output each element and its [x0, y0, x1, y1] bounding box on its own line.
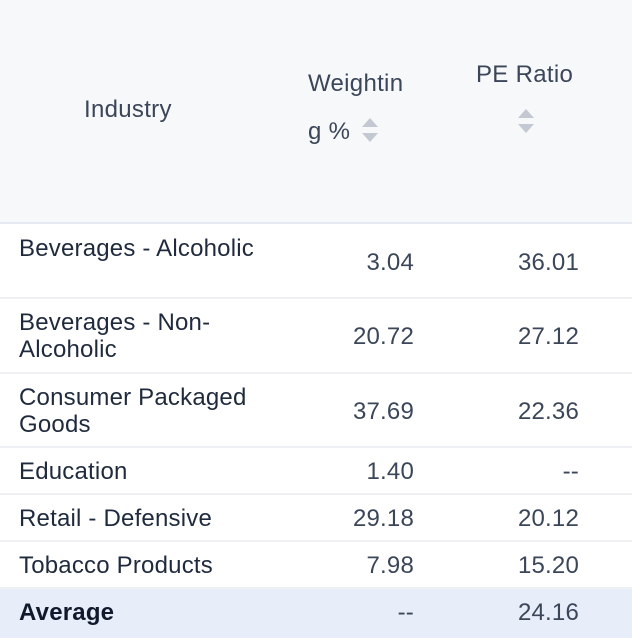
industry-cell: Tobacco Products: [19, 552, 213, 579]
weighting-cell: 1.40: [366, 458, 414, 485]
weighting-cell: 3.04: [366, 249, 414, 276]
pe-ratio-cell: 27.12: [517, 323, 579, 350]
average-label: Average: [19, 599, 115, 626]
column-header-weighting-label-line2: g %: [308, 118, 351, 145]
pe-ratio-cell: 36.01: [517, 249, 579, 276]
industry-cell: Beverages - Alcoholic: [19, 235, 254, 262]
pe-ratio-cell: 20.12: [517, 505, 579, 532]
table-row: Retail - Defensive 29.18 20.12: [0, 495, 632, 542]
column-header-industry[interactable]: Industry: [84, 96, 172, 124]
column-header-pe-ratio-label: PE Ratio: [476, 61, 574, 88]
average-row: Average -- 24.16: [0, 589, 632, 638]
average-weighting-cell: --: [397, 599, 414, 626]
industry-cell: Retail - Defensive: [19, 505, 213, 532]
column-header-pe-ratio[interactable]: PE Ratio: [476, 60, 596, 136]
table-row: Consumer Packaged Goods 37.69 22.36: [0, 374, 632, 448]
industry-cell: Consumer Packaged Goods: [19, 384, 247, 438]
weighting-cell: 7.98: [366, 552, 414, 579]
sort-icon[interactable]: [516, 106, 536, 136]
table-header: Industry Weightin g % PE Ratio: [0, 0, 632, 224]
pe-ratio-cell: 22.36: [517, 398, 579, 425]
table-row: Tobacco Products 7.98 15.20: [0, 542, 632, 589]
weighting-cell: 20.72: [352, 323, 414, 350]
column-header-weighting-label-line1: Weightin: [308, 70, 404, 97]
weighting-cell: 37.69: [352, 398, 414, 425]
column-header-industry-label: Industry: [84, 96, 172, 123]
pe-ratio-cell: 15.20: [517, 552, 579, 579]
industry-cell: Education: [19, 458, 128, 485]
table-row: Beverages - Non-Alcoholic 20.72 27.12: [0, 299, 632, 374]
column-header-weighting[interactable]: Weightin g %: [308, 60, 428, 156]
sort-icon[interactable]: [360, 115, 380, 145]
table-row: Education 1.40 --: [0, 448, 632, 495]
industry-cell: Beverages - Non-Alcoholic: [19, 309, 211, 363]
table-row: Beverages - Alcoholic 3.04 36.01: [0, 225, 632, 299]
pe-ratio-cell: --: [562, 458, 579, 485]
weighting-cell: 29.18: [352, 505, 414, 532]
average-pe-ratio-cell: 24.16: [517, 599, 579, 626]
